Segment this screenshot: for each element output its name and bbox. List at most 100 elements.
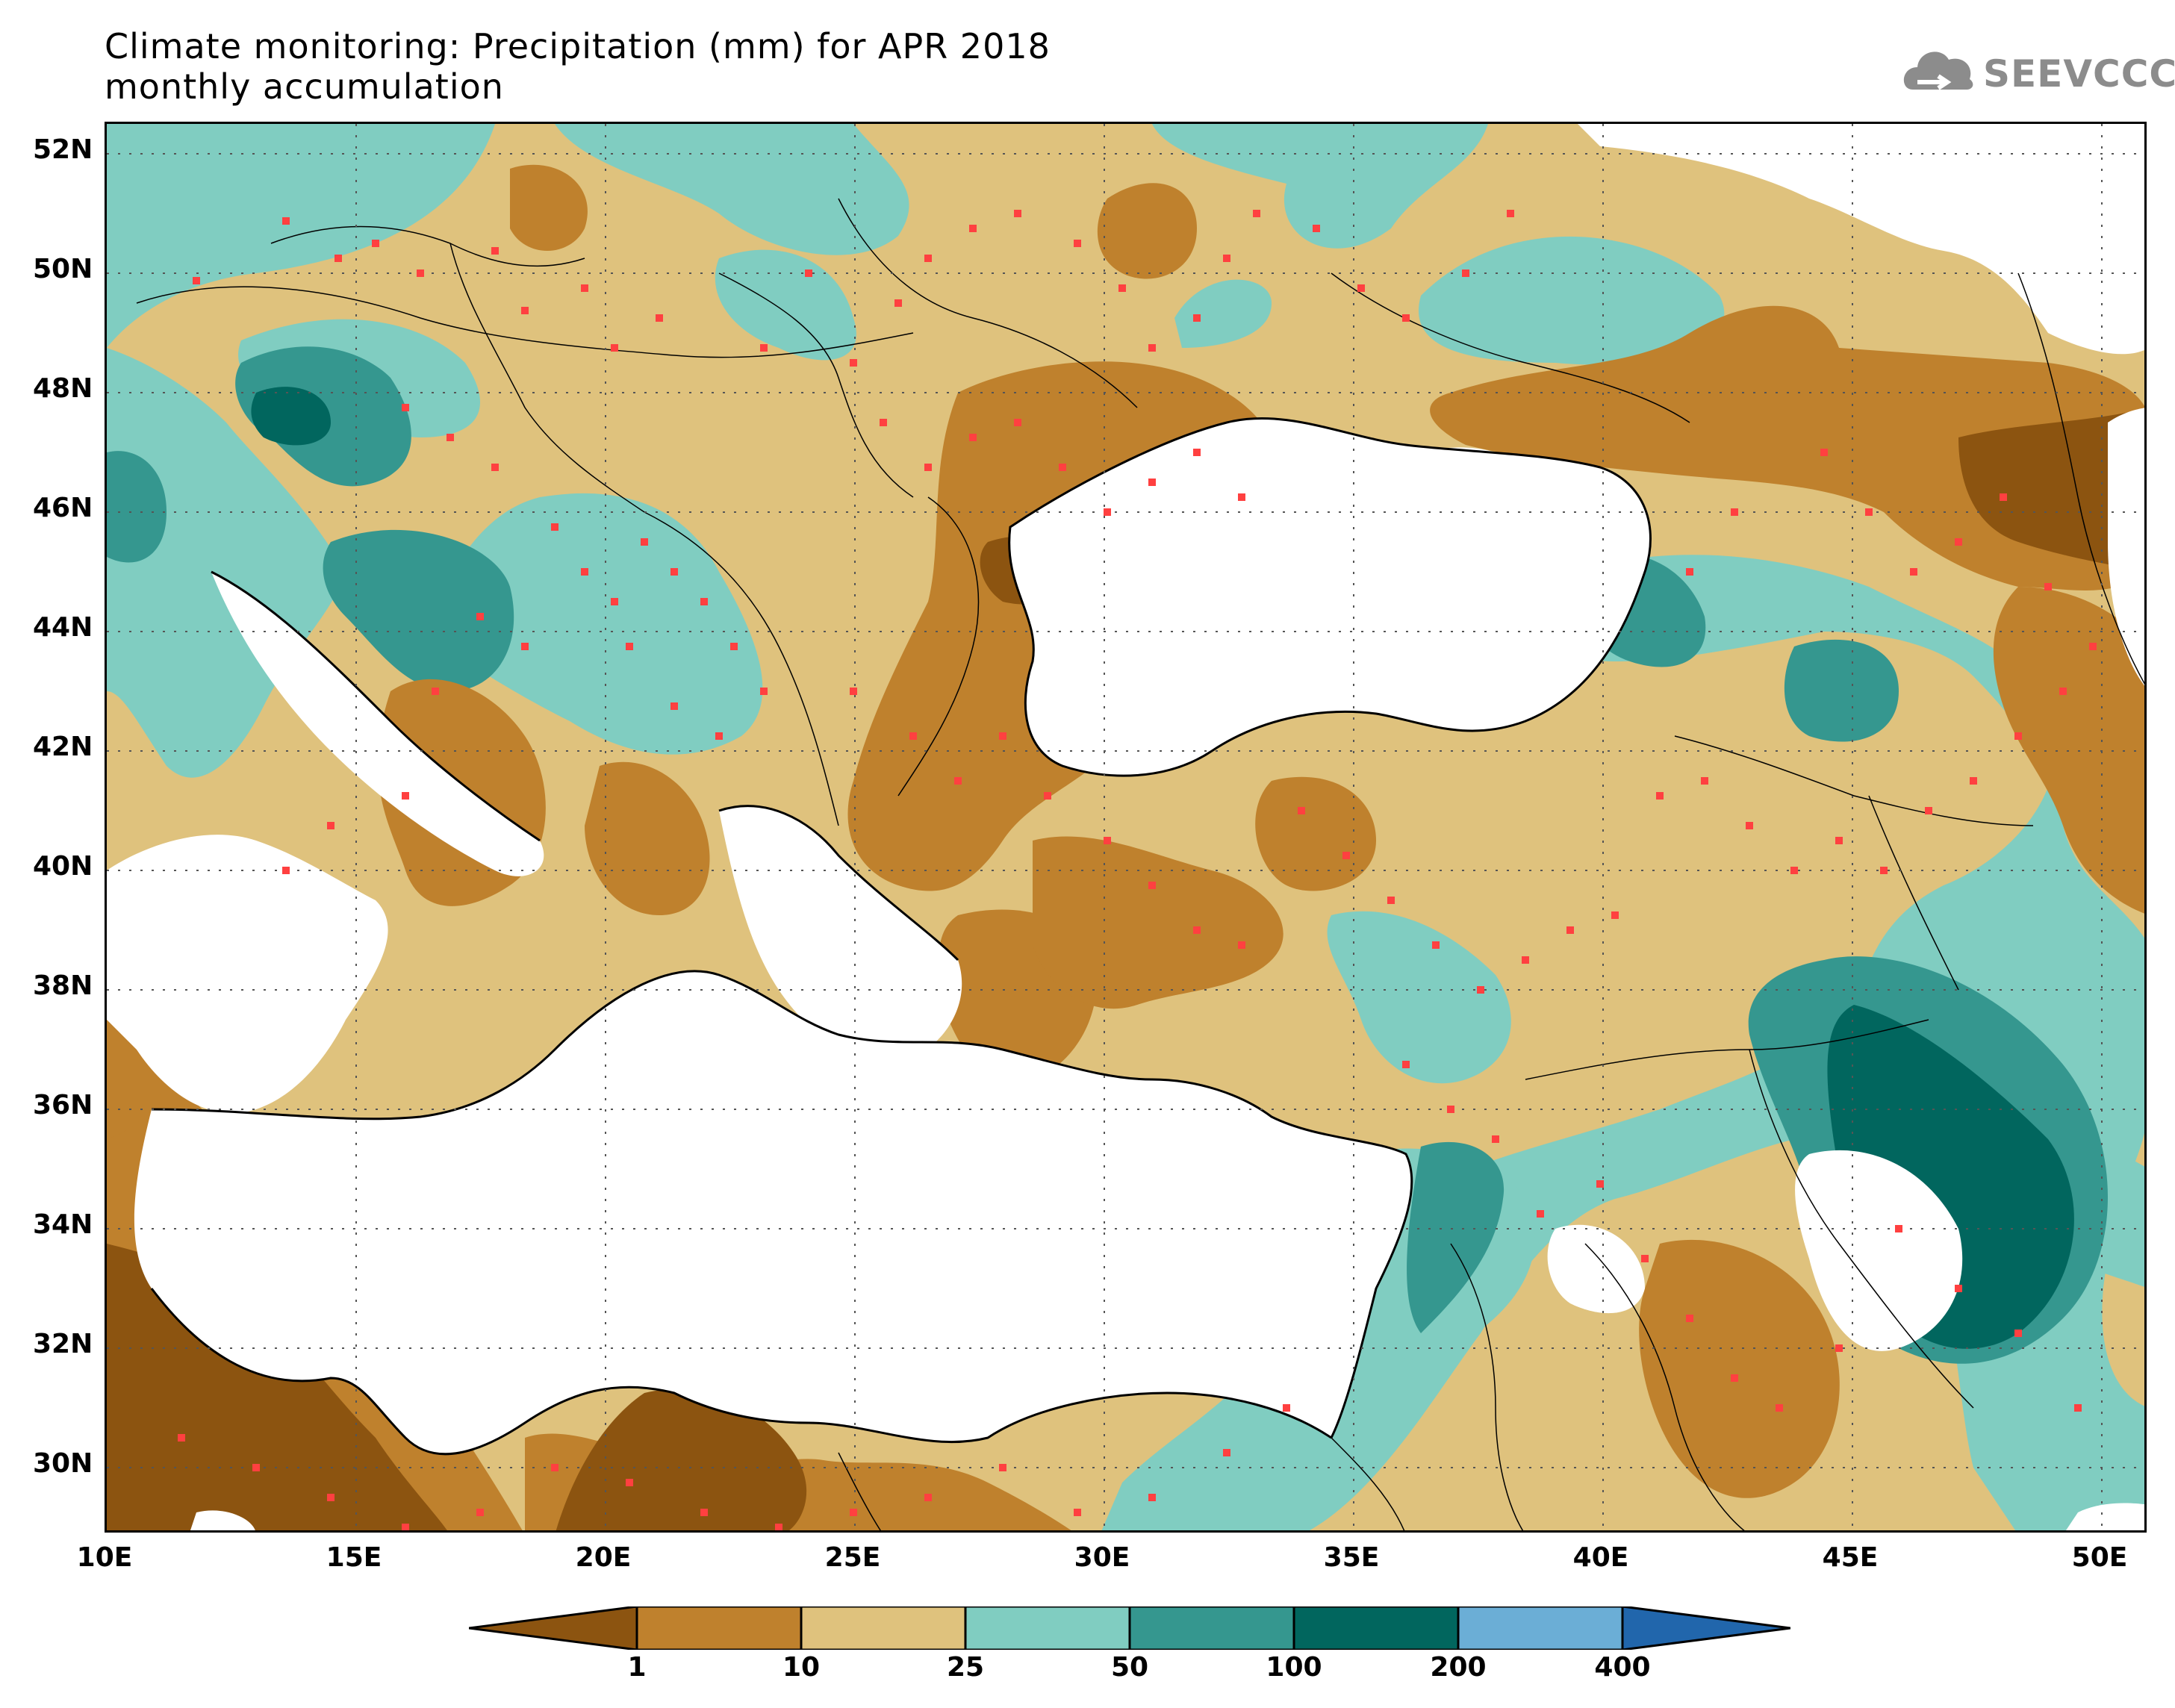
station-marker bbox=[402, 792, 409, 800]
station-marker bbox=[1357, 284, 1365, 292]
gridlines bbox=[107, 124, 2144, 1530]
station-marker bbox=[1477, 986, 1484, 994]
station-marker bbox=[282, 217, 290, 225]
map-title: Climate monitoring: Precipitation (mm) f… bbox=[105, 26, 1051, 66]
lat-tick-label: 32N bbox=[33, 1329, 93, 1359]
colorbar-label: 25 bbox=[946, 1652, 985, 1683]
colorbar-bin bbox=[964, 1606, 1131, 1650]
lon-tick-label: 35E bbox=[1323, 1542, 1380, 1573]
station-marker bbox=[1193, 314, 1201, 322]
station-marker bbox=[1014, 419, 1021, 426]
station-marker bbox=[327, 822, 335, 829]
lon-tick-label: 15E bbox=[326, 1542, 382, 1573]
station-marker bbox=[775, 1524, 782, 1530]
station-marker bbox=[476, 613, 484, 620]
station-marker bbox=[2044, 583, 2052, 590]
station-marker bbox=[1656, 792, 1664, 800]
lat-tick-label: 40N bbox=[33, 851, 93, 882]
station-marker bbox=[372, 240, 379, 247]
map-canvas bbox=[107, 124, 2144, 1530]
station-marker bbox=[626, 1479, 633, 1486]
station-marker bbox=[1895, 1225, 1902, 1232]
station-marker bbox=[1537, 1210, 1544, 1218]
colorbar-label: 200 bbox=[1430, 1652, 1487, 1683]
station-marker bbox=[551, 1464, 558, 1471]
station-marker bbox=[1447, 1106, 1454, 1113]
colorbar-bin bbox=[469, 1606, 638, 1650]
seevccc-logo: SEEVCCC bbox=[1902, 37, 2175, 119]
colorbar-bin bbox=[1292, 1606, 1460, 1650]
colorbar-bin bbox=[1621, 1606, 1790, 1650]
precip-colorbar bbox=[469, 1606, 1790, 1650]
station-marker bbox=[1118, 284, 1126, 292]
station-marker bbox=[1148, 344, 1156, 352]
station-marker bbox=[432, 688, 439, 695]
station-marker bbox=[1955, 538, 1962, 546]
station-marker bbox=[1566, 926, 1574, 934]
map-subtitle: monthly accumulation bbox=[105, 66, 504, 107]
station-marker bbox=[999, 1464, 1006, 1471]
lat-tick-label: 52N bbox=[33, 134, 93, 165]
station-marker bbox=[1014, 210, 1021, 217]
station-marker bbox=[1611, 911, 1619, 919]
coastlines bbox=[150, 417, 1652, 1456]
station-marker bbox=[1238, 493, 1245, 501]
station-marker bbox=[1955, 1285, 1962, 1292]
station-markers bbox=[178, 210, 2097, 1530]
station-marker bbox=[1044, 792, 1051, 800]
sea-areas bbox=[107, 124, 2144, 1530]
station-marker bbox=[1313, 225, 1320, 232]
station-marker bbox=[1686, 1315, 1693, 1322]
station-marker bbox=[2014, 732, 2022, 740]
station-marker bbox=[909, 732, 917, 740]
station-marker bbox=[1059, 464, 1066, 471]
colorbar-label: 10 bbox=[782, 1652, 821, 1683]
station-marker bbox=[805, 269, 812, 277]
lon-tick-label: 30E bbox=[1074, 1542, 1130, 1573]
station-marker bbox=[1387, 897, 1395, 904]
station-marker bbox=[1104, 837, 1111, 844]
lat-tick-label: 38N bbox=[33, 970, 93, 1001]
station-marker bbox=[551, 523, 558, 531]
station-marker bbox=[894, 299, 902, 307]
station-marker bbox=[402, 1524, 409, 1530]
station-marker bbox=[1910, 568, 1917, 576]
station-marker bbox=[178, 1434, 185, 1441]
lon-tick-label: 50E bbox=[2071, 1542, 2128, 1573]
lat-tick-label: 48N bbox=[33, 373, 93, 404]
station-marker bbox=[850, 688, 857, 695]
station-marker bbox=[715, 732, 723, 740]
station-marker bbox=[1596, 1180, 1604, 1188]
station-marker bbox=[2074, 1404, 2082, 1412]
station-marker bbox=[252, 1464, 260, 1471]
station-marker bbox=[1193, 926, 1201, 934]
lon-tick-label: 25E bbox=[824, 1542, 881, 1573]
station-marker bbox=[1223, 255, 1230, 262]
station-marker bbox=[2014, 1330, 2022, 1337]
station-marker bbox=[1238, 941, 1245, 949]
station-marker bbox=[670, 568, 678, 576]
station-marker bbox=[760, 688, 768, 695]
station-marker bbox=[1402, 314, 1410, 322]
lat-tick-label: 42N bbox=[33, 732, 93, 762]
station-marker bbox=[850, 1509, 857, 1516]
station-marker bbox=[760, 344, 768, 352]
station-marker bbox=[2000, 493, 2007, 501]
station-marker bbox=[954, 777, 962, 785]
station-marker bbox=[611, 344, 618, 352]
station-marker bbox=[1148, 1494, 1156, 1501]
station-marker bbox=[1402, 1061, 1410, 1068]
cloud-icon bbox=[1903, 52, 1973, 90]
logo-text: SEEVCCC bbox=[1983, 52, 2175, 96]
station-marker bbox=[476, 1509, 484, 1516]
station-marker bbox=[1193, 449, 1201, 456]
lon-tick-label: 45E bbox=[1822, 1542, 1879, 1573]
station-marker bbox=[581, 568, 588, 576]
station-marker bbox=[924, 255, 932, 262]
colorbar-bin bbox=[1457, 1606, 1624, 1650]
station-marker bbox=[327, 1494, 335, 1501]
station-marker bbox=[1731, 1374, 1738, 1382]
station-marker bbox=[656, 314, 663, 322]
station-marker bbox=[999, 732, 1006, 740]
station-marker bbox=[1865, 508, 1873, 516]
